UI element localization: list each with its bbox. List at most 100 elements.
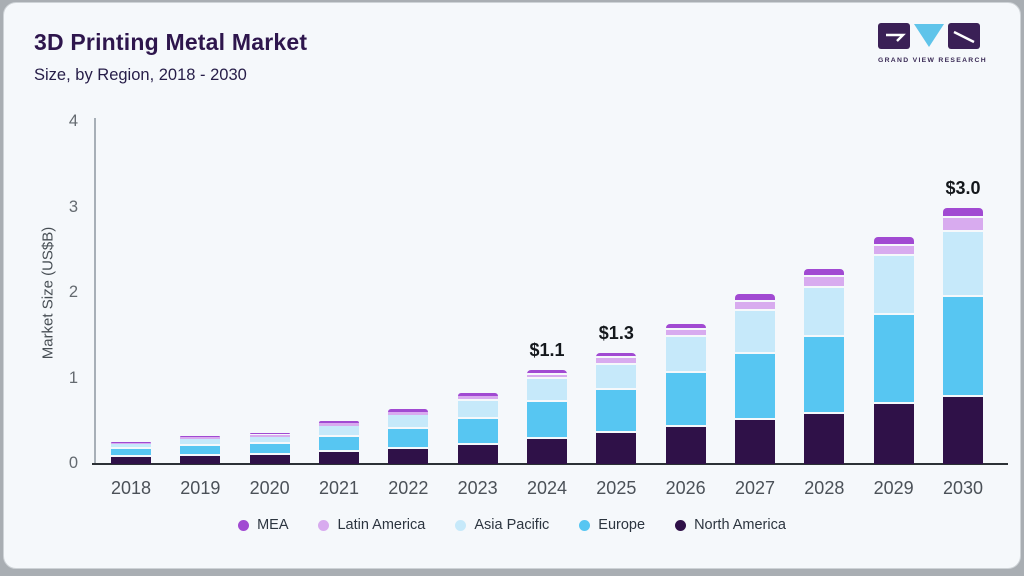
bar-segment-europe-2029: [873, 315, 914, 405]
bar-segment-north-america-2020: [249, 455, 290, 464]
bar-segment-north-america-2029: [873, 404, 914, 464]
bar-segment-latin-america-2023: [457, 396, 498, 401]
bar-segment-asia-pacific-2018: [111, 444, 151, 450]
y-tick-2: 2: [68, 283, 78, 301]
bar-segment-europe-2030: [942, 297, 983, 398]
bar-segment-north-america-2028: [804, 413, 845, 464]
bar-value-label-2025: $1.3: [598, 322, 634, 343]
logo-g-glyph: [886, 33, 906, 42]
bar-segment-latin-america-2027: [734, 301, 775, 311]
bar-value-label-2030: $3.0: [945, 177, 981, 198]
bar-segment-asia-pacific-2023: [457, 400, 498, 419]
bar-segment-north-america-2023: [457, 445, 498, 464]
bar-segment-asia-pacific-2029: [873, 256, 914, 316]
bar-segment-latin-america-2025: [596, 357, 637, 365]
bar-segment-asia-pacific-2025: [596, 364, 637, 391]
bar-segment-asia-pacific-2022: [388, 415, 429, 429]
bar-segment-latin-america-2022: [388, 411, 429, 416]
bar-segment-mea-2020: [249, 432, 290, 435]
bar-segment-north-america-2025: [596, 433, 637, 464]
legend-item-asia-pacific: Asia Pacific: [455, 517, 549, 533]
y-axis-line: [94, 118, 96, 464]
legend-label-latin-america: Latin America: [337, 517, 426, 533]
legend-item-north-america: North America: [675, 517, 786, 533]
legend-swatch-north-america: [675, 519, 687, 531]
bar-segment-north-america-2024: [526, 439, 567, 464]
x-label-2028: 2028: [804, 478, 845, 498]
logo-text: GRAND VIEW RESEARCH: [878, 57, 987, 64]
y-tick-1: 1: [68, 368, 78, 387]
grand-view-research-logo: GRAND VIEW RESEARCH: [878, 23, 987, 64]
page-title: 3D Printing Metal Market: [34, 29, 308, 55]
y-tick-4: 4: [68, 112, 78, 130]
legend-label-mea: MEA: [257, 517, 289, 533]
bar-segment-europe-2022: [388, 428, 429, 450]
legend-swatch-mea: [238, 519, 250, 531]
bar-segment-mea-2019: [180, 436, 221, 438]
bar-segment-mea-2030: [942, 207, 983, 219]
x-label-2030: 2030: [942, 478, 983, 498]
legend-label-north-america: North America: [694, 517, 786, 533]
x-label-2022: 2022: [388, 478, 429, 498]
bar-segment-mea-2027: [734, 294, 775, 302]
bar-segment-latin-america-2029: [873, 245, 914, 257]
bar-segment-europe-2025: [596, 390, 637, 434]
bar-segment-mea-2024: [526, 369, 567, 375]
y-tick-3: 3: [68, 197, 78, 216]
bar-segment-mea-2022: [388, 409, 429, 412]
bar-segment-mea-2021: [318, 420, 359, 423]
bar-segment-latin-america-2020: [249, 434, 290, 437]
bar-segment-asia-pacific-2021: [318, 425, 359, 437]
legend-label-europe: Europe: [598, 517, 646, 533]
bar-segment-asia-pacific-2030: [942, 232, 983, 298]
x-axis-line: [92, 463, 1008, 465]
bar-segment-europe-2024: [526, 402, 567, 440]
legend-swatch-asia-pacific: [455, 519, 467, 531]
bar-segment-asia-pacific-2020: [249, 436, 290, 445]
bar-segment-latin-america-2021: [318, 422, 359, 426]
legend-label-asia-pacific: Asia Pacific: [474, 517, 550, 533]
bar-segment-north-america-2022: [388, 449, 429, 464]
bar-segment-europe-2020: [249, 444, 290, 456]
bar-segment-europe-2023: [457, 418, 498, 446]
bar-segment-asia-pacific-2024: [526, 379, 567, 403]
x-label-2019: 2019: [180, 478, 221, 498]
plot-area: 2018 2019 2020 2021 2022 2023 2024 $1.1 2025 $1.3…: [4, 3, 1020, 568]
bar-segment-asia-pacific-2019: [180, 439, 221, 447]
bar-segment-europe-2019: [180, 446, 221, 457]
logo-r-glyph: [953, 30, 975, 44]
bar-segment-europe-2018: [111, 449, 151, 458]
x-label-2021: 2021: [318, 478, 359, 498]
gvr-logo-icon: [878, 23, 980, 49]
chart-legend: MEA Latin America Asia Pacific Europe North …: [4, 517, 1020, 533]
bar-segment-north-america-2030: [942, 397, 983, 464]
bar-segment-mea-2025: [596, 352, 637, 358]
bar-segment-north-america-2027: [734, 420, 775, 464]
bar-segment-latin-america-2024: [526, 374, 567, 380]
bar-segment-europe-2026: [665, 373, 706, 428]
bar-segment-europe-2021: [318, 436, 359, 452]
y-tick-0: 0: [68, 454, 78, 472]
bar-segment-europe-2027: [734, 353, 775, 421]
bar-segment-north-america-2026: [665, 427, 706, 464]
x-label-2024: 2024: [526, 478, 567, 498]
x-label-2029: 2029: [873, 478, 914, 498]
bar-segment-north-america-2019: [180, 456, 221, 464]
x-label-2025: 2025: [596, 478, 637, 498]
legend-item-mea: MEA: [238, 517, 288, 533]
chart-subtitle: Size, by Region, 2018 - 2030: [34, 66, 247, 84]
chart-card: 3D Printing Metal Market Size, by Region…: [3, 2, 1021, 569]
bar-segment-mea-2026: [665, 323, 706, 330]
bar-segment-europe-2028: [804, 337, 845, 414]
x-label-2026: 2026: [665, 478, 706, 498]
legend-swatch-latin-america: [318, 519, 330, 531]
x-label-2027: 2027: [734, 478, 775, 498]
bar-segment-latin-america-2018: [111, 443, 151, 445]
bar-value-label-2024: $1.1: [529, 339, 565, 360]
x-label-2020: 2020: [249, 478, 290, 498]
bar-segment-mea-2023: [457, 393, 498, 397]
bar-segment-mea-2028: [804, 268, 845, 278]
bar-segment-latin-america-2019: [180, 437, 221, 440]
legend-item-europe: Europe: [579, 517, 645, 533]
